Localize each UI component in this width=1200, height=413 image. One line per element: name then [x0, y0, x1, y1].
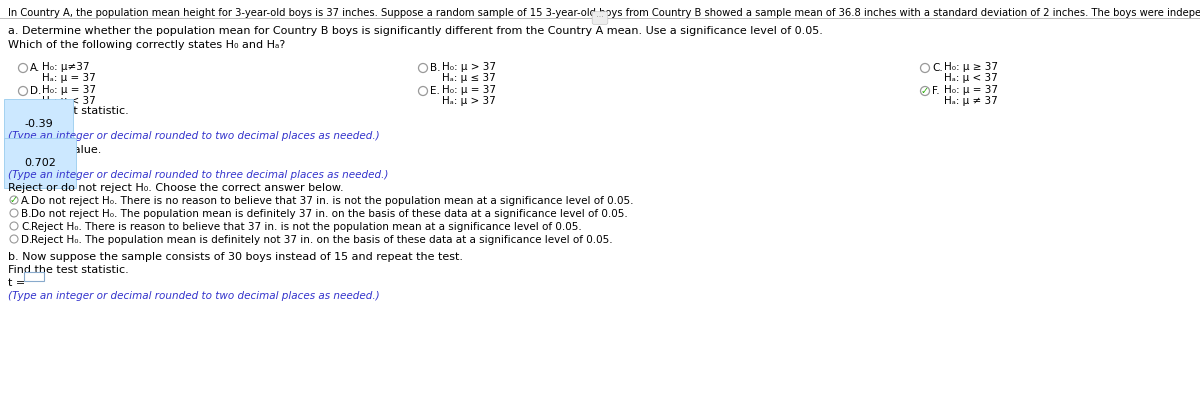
Text: B.: B.: [430, 63, 440, 73]
Text: Do not reject H₀. There is no reason to believe that 37 in. is not the populatio: Do not reject H₀. There is no reason to …: [31, 196, 634, 206]
Text: (Type an integer or decimal rounded to two decimal places as needed.): (Type an integer or decimal rounded to t…: [8, 131, 379, 141]
Text: E.: E.: [430, 86, 440, 96]
Text: H₀: μ≠37: H₀: μ≠37: [42, 62, 90, 72]
Text: ✓: ✓: [920, 86, 929, 96]
Text: ···: ···: [594, 14, 606, 22]
Text: (Type an integer or decimal rounded to three decimal places as needed.): (Type an integer or decimal rounded to t…: [8, 170, 389, 180]
Text: In Country A, the population mean height for 3-year-old boys is 37 inches. Suppo: In Country A, the population mean height…: [8, 8, 1200, 18]
Text: Hₐ: μ < 37: Hₐ: μ < 37: [42, 96, 96, 106]
Text: Reject H₀. The population mean is definitely not 37 in. on the basis of these da: Reject H₀. The population mean is defini…: [31, 235, 613, 245]
Text: D.: D.: [22, 235, 32, 245]
Text: p =: p =: [8, 158, 31, 168]
Text: Find the p-value.: Find the p-value.: [8, 145, 101, 155]
Text: A.: A.: [22, 196, 31, 206]
Text: Do not reject H₀. The population mean is definitely 37 in. on the basis of these: Do not reject H₀. The population mean is…: [31, 209, 628, 219]
FancyBboxPatch shape: [24, 272, 44, 281]
Text: F.: F.: [932, 86, 940, 96]
Text: H₀: μ ≥ 37: H₀: μ ≥ 37: [944, 62, 998, 72]
Text: Hₐ: μ > 37: Hₐ: μ > 37: [442, 96, 496, 106]
Text: Which of the following correctly states H₀ and Hₐ?: Which of the following correctly states …: [8, 40, 286, 50]
Text: H₀: μ > 37: H₀: μ > 37: [442, 62, 496, 72]
Text: Hₐ: μ ≤ 37: Hₐ: μ ≤ 37: [442, 73, 496, 83]
Text: B.: B.: [22, 209, 31, 219]
Text: Hₐ: μ = 37: Hₐ: μ = 37: [42, 73, 96, 83]
Text: 0.702: 0.702: [24, 158, 56, 168]
Text: Find the test statistic.: Find the test statistic.: [8, 265, 128, 275]
Text: a. Determine whether the population mean for Country B boys is significantly dif: a. Determine whether the population mean…: [8, 26, 823, 36]
Text: Hₐ: μ < 37: Hₐ: μ < 37: [944, 73, 997, 83]
Text: Find the test statistic.: Find the test statistic.: [8, 106, 128, 116]
Text: C.: C.: [22, 222, 31, 232]
Text: D.: D.: [30, 86, 41, 96]
Text: Reject or do not reject H₀. Choose the correct answer below.: Reject or do not reject H₀. Choose the c…: [8, 183, 343, 193]
Text: -0.39: -0.39: [24, 119, 53, 129]
Text: (Type an integer or decimal rounded to two decimal places as needed.): (Type an integer or decimal rounded to t…: [8, 291, 379, 301]
Text: ✓: ✓: [10, 195, 18, 205]
Text: H₀: μ = 37: H₀: μ = 37: [944, 85, 998, 95]
Text: Hₐ: μ ≠ 37: Hₐ: μ ≠ 37: [944, 96, 997, 106]
Text: t =: t =: [8, 278, 29, 288]
Text: C.: C.: [932, 63, 943, 73]
Text: H₀: μ = 37: H₀: μ = 37: [42, 85, 96, 95]
Text: H₀: μ = 37: H₀: μ = 37: [442, 85, 496, 95]
Text: A.: A.: [30, 63, 41, 73]
Text: b. Now suppose the sample consists of 30 boys instead of 15 and repeat the test.: b. Now suppose the sample consists of 30…: [8, 252, 463, 262]
Text: Reject H₀. There is reason to believe that 37 in. is not the population mean at : Reject H₀. There is reason to believe th…: [31, 222, 582, 232]
Text: t =: t =: [8, 119, 29, 129]
